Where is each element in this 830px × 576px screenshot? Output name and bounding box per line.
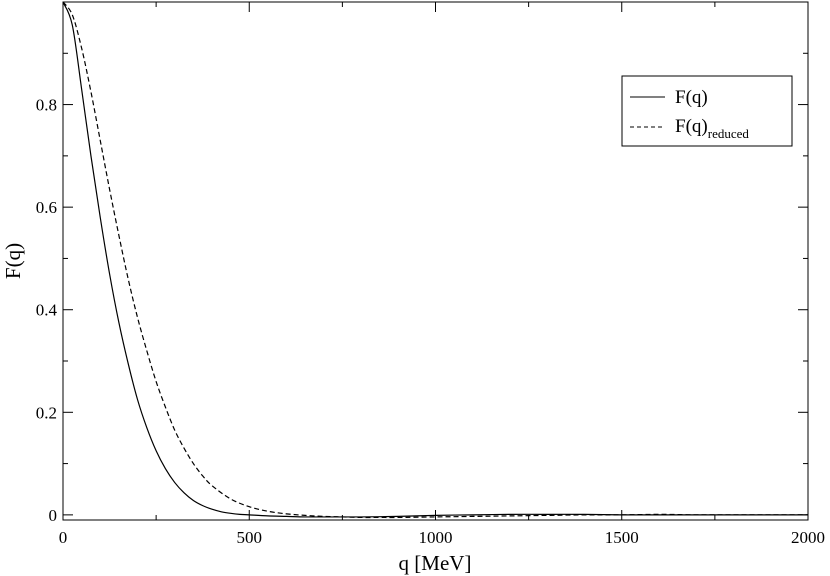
legend-label-solid: F(q) — [675, 87, 708, 108]
legend-label-dashed-subscript: reduced — [708, 126, 750, 141]
y-tick-label: 0.2 — [36, 403, 57, 422]
legend-label-dashed: F(q)reduced — [675, 116, 749, 141]
y-tick-label: 0 — [49, 506, 58, 525]
legend-box — [621, 75, 793, 147]
series-line-reduced — [62, 1, 808, 519]
series-line-fq — [62, 1, 808, 518]
x-tick-label: 2000 — [791, 528, 825, 547]
y-tick-label: 0.4 — [36, 301, 58, 320]
y-tick-label: 0.8 — [36, 96, 57, 115]
tick-labels: 0 500 1000 1500 2000 0 0.2 0.4 0.6 0.8 — [36, 96, 825, 547]
x-tick-label: 1500 — [605, 528, 639, 547]
y-tick-label: 0.6 — [36, 198, 57, 217]
y-axis-label: F(q) — [1, 243, 25, 279]
x-tick-label: 1000 — [419, 528, 453, 547]
legend-label-dashed-main: F(q) — [675, 116, 708, 137]
x-tick-label: 0 — [59, 528, 68, 547]
series-lines — [62, 1, 808, 519]
x-tick-label: 500 — [237, 528, 263, 547]
x-axis-label: q [MeV] — [399, 551, 472, 575]
legend: F(q) F(q)reduced — [621, 75, 793, 147]
